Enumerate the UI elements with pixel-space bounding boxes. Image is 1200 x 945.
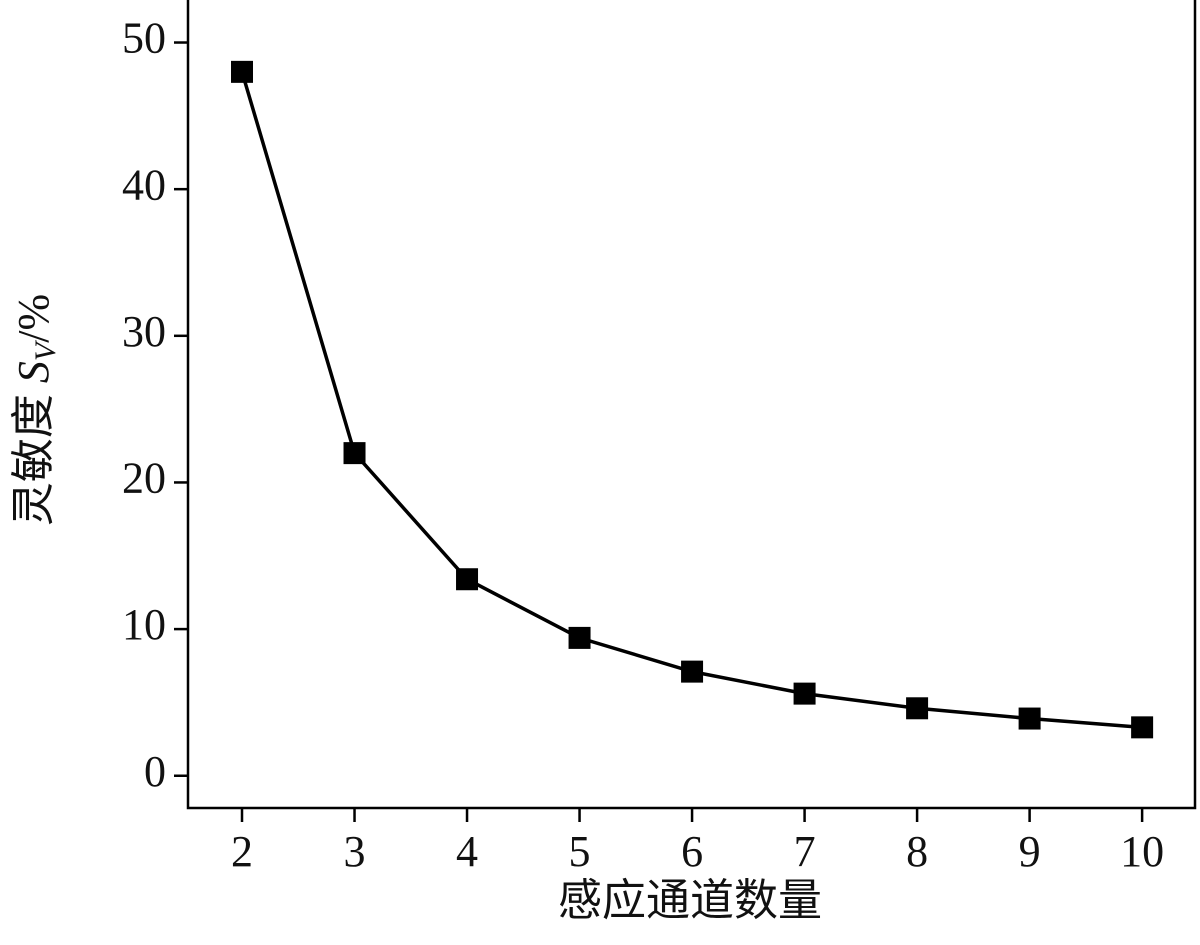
x-tick-label: 10: [1120, 827, 1164, 876]
marker: [681, 660, 704, 683]
marker: [231, 60, 254, 83]
y-tick-label: 40: [122, 160, 166, 209]
y-title-symbol: S: [9, 361, 58, 383]
x-tick-label: 4: [456, 827, 478, 876]
series-line: [240, 71, 1143, 730]
marker: [456, 568, 479, 591]
x-tick-label: 2: [231, 827, 253, 876]
y-title-text: 灵敏度: [9, 383, 58, 526]
marker: [568, 626, 591, 649]
x-tick-label: 7: [794, 827, 816, 876]
y-axis-title: 灵敏度 SV/%: [9, 294, 62, 526]
y-tick-label: 50: [122, 14, 166, 63]
x-tick-label: 5: [569, 827, 591, 876]
x-tick-label: 9: [1019, 827, 1041, 876]
y-title-subscript: V: [29, 339, 62, 361]
y-tick-label: 10: [122, 600, 166, 649]
x-axis-title: 感应通道数量: [558, 876, 822, 925]
y-tick-label: 20: [122, 454, 166, 503]
marker: [793, 682, 816, 705]
marker: [343, 442, 366, 465]
x-tick-label: 3: [344, 827, 366, 876]
x-tick-label: 6: [681, 827, 703, 876]
marker: [1018, 707, 1041, 730]
y-tick-label: 0: [144, 747, 166, 796]
y-tick-label: 30: [122, 307, 166, 356]
marker: [1131, 716, 1154, 739]
y-title-suffix: /%: [9, 294, 58, 343]
x-tick-label: 8: [906, 827, 928, 876]
marker: [906, 697, 929, 720]
